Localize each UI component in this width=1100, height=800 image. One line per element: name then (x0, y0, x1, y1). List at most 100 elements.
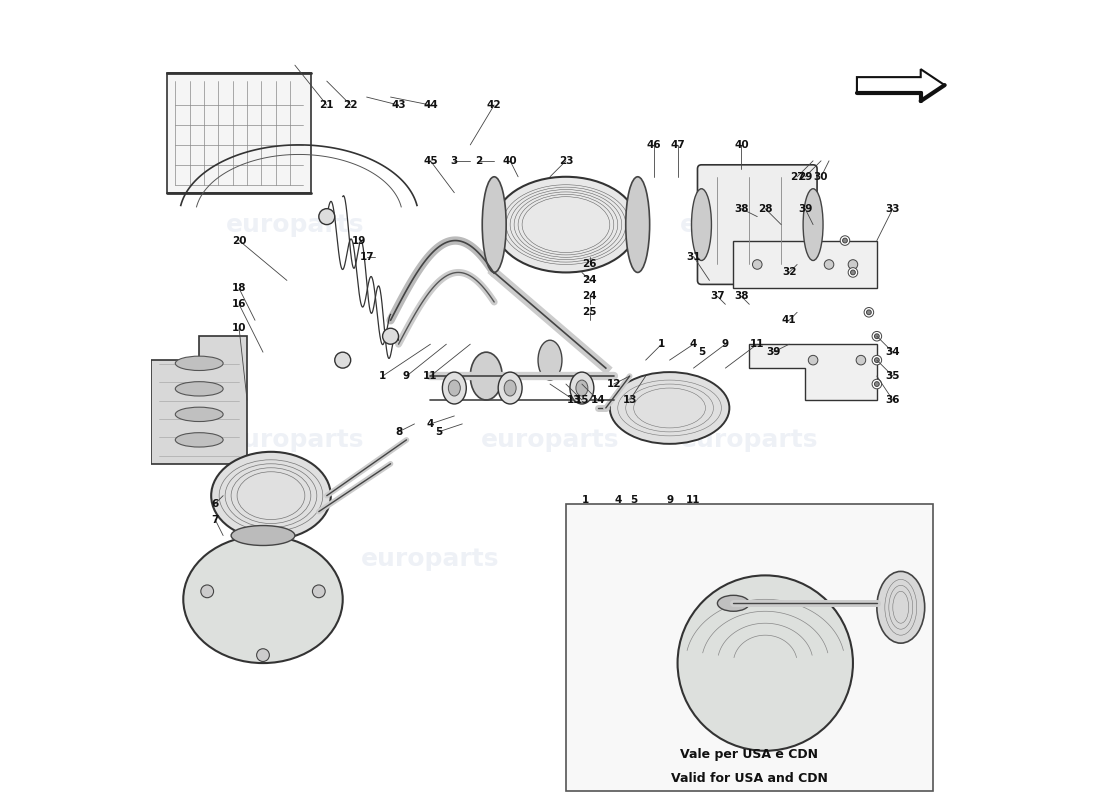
Text: 9: 9 (666, 494, 673, 505)
Text: europarts: europarts (361, 547, 499, 571)
Circle shape (874, 358, 879, 362)
Text: europarts: europarts (226, 428, 364, 452)
Ellipse shape (717, 595, 749, 611)
Ellipse shape (692, 189, 712, 261)
Text: 16: 16 (232, 299, 246, 310)
Text: europarts: europarts (226, 213, 364, 237)
Polygon shape (749, 344, 877, 400)
Text: europarts: europarts (680, 428, 818, 452)
Text: 46: 46 (647, 140, 661, 150)
Circle shape (865, 307, 873, 317)
Text: 39: 39 (798, 204, 812, 214)
Circle shape (872, 379, 881, 389)
Ellipse shape (442, 372, 466, 404)
Text: 36: 36 (886, 395, 900, 405)
Text: 7: 7 (211, 514, 219, 525)
Text: 12: 12 (606, 379, 621, 389)
Text: 39: 39 (766, 347, 780, 357)
Ellipse shape (184, 535, 343, 663)
Polygon shape (734, 241, 877, 288)
Text: 11: 11 (424, 371, 438, 381)
Text: 27: 27 (790, 172, 804, 182)
Text: 8: 8 (395, 427, 403, 437)
Text: 42: 42 (487, 100, 502, 110)
Circle shape (874, 334, 879, 338)
Ellipse shape (803, 189, 823, 261)
Circle shape (874, 382, 879, 386)
Text: europarts: europarts (481, 213, 619, 237)
Text: 13: 13 (566, 395, 581, 405)
Text: 35: 35 (886, 371, 900, 381)
Ellipse shape (175, 407, 223, 422)
Text: 23: 23 (559, 156, 573, 166)
Circle shape (383, 328, 398, 344)
Text: 21: 21 (319, 100, 334, 110)
Circle shape (848, 260, 858, 270)
Text: 40: 40 (503, 156, 517, 166)
Text: Vale per USA e CDN: Vale per USA e CDN (680, 748, 818, 762)
Text: 47: 47 (670, 140, 685, 150)
Ellipse shape (175, 356, 223, 370)
Ellipse shape (877, 571, 925, 643)
Circle shape (201, 585, 213, 598)
Circle shape (872, 331, 881, 341)
Text: 30: 30 (814, 172, 828, 182)
FancyBboxPatch shape (697, 165, 817, 285)
Text: 34: 34 (886, 347, 900, 357)
Text: 29: 29 (798, 172, 812, 182)
Ellipse shape (609, 372, 729, 444)
Text: 32: 32 (782, 267, 796, 278)
Text: 13: 13 (623, 395, 637, 405)
Text: 38: 38 (734, 204, 749, 214)
Ellipse shape (538, 340, 562, 380)
Ellipse shape (211, 452, 331, 539)
Text: 6: 6 (211, 498, 219, 509)
Ellipse shape (494, 177, 638, 273)
Text: 1: 1 (658, 339, 666, 349)
Text: 1: 1 (379, 371, 386, 381)
Text: europarts: europarts (481, 428, 619, 452)
Circle shape (843, 238, 847, 243)
Text: 4: 4 (427, 419, 434, 429)
Text: europarts: europarts (680, 213, 818, 237)
Ellipse shape (570, 372, 594, 404)
Ellipse shape (482, 177, 506, 273)
Text: 5: 5 (697, 347, 705, 357)
Text: 11: 11 (686, 494, 701, 505)
Text: europarts: europarts (640, 547, 779, 571)
Circle shape (808, 355, 818, 365)
Text: 9: 9 (403, 371, 410, 381)
Text: 19: 19 (352, 235, 366, 246)
Text: 5: 5 (630, 494, 637, 505)
Ellipse shape (449, 380, 460, 396)
Polygon shape (152, 336, 248, 464)
Text: 18: 18 (232, 283, 246, 294)
Circle shape (867, 310, 871, 314)
Polygon shape (857, 69, 945, 101)
Text: 15: 15 (574, 395, 590, 405)
Circle shape (334, 352, 351, 368)
Circle shape (312, 585, 326, 598)
Ellipse shape (576, 380, 587, 396)
Circle shape (319, 209, 334, 225)
Text: 2: 2 (474, 156, 482, 166)
Text: 1: 1 (582, 494, 590, 505)
Text: 10: 10 (232, 323, 246, 334)
Ellipse shape (626, 177, 650, 273)
Circle shape (856, 355, 866, 365)
Circle shape (840, 236, 850, 246)
Ellipse shape (498, 372, 522, 404)
Text: 4: 4 (614, 494, 622, 505)
Text: 24: 24 (583, 275, 597, 286)
Text: 3: 3 (451, 156, 458, 166)
Text: 28: 28 (758, 204, 772, 214)
Text: 40: 40 (734, 140, 749, 150)
Text: 24: 24 (583, 291, 597, 302)
Text: 45: 45 (424, 156, 438, 166)
Text: 44: 44 (424, 100, 438, 110)
Circle shape (850, 270, 856, 275)
Text: 22: 22 (343, 100, 358, 110)
Circle shape (256, 649, 270, 662)
Text: 41: 41 (782, 315, 796, 326)
Text: 4: 4 (690, 339, 697, 349)
